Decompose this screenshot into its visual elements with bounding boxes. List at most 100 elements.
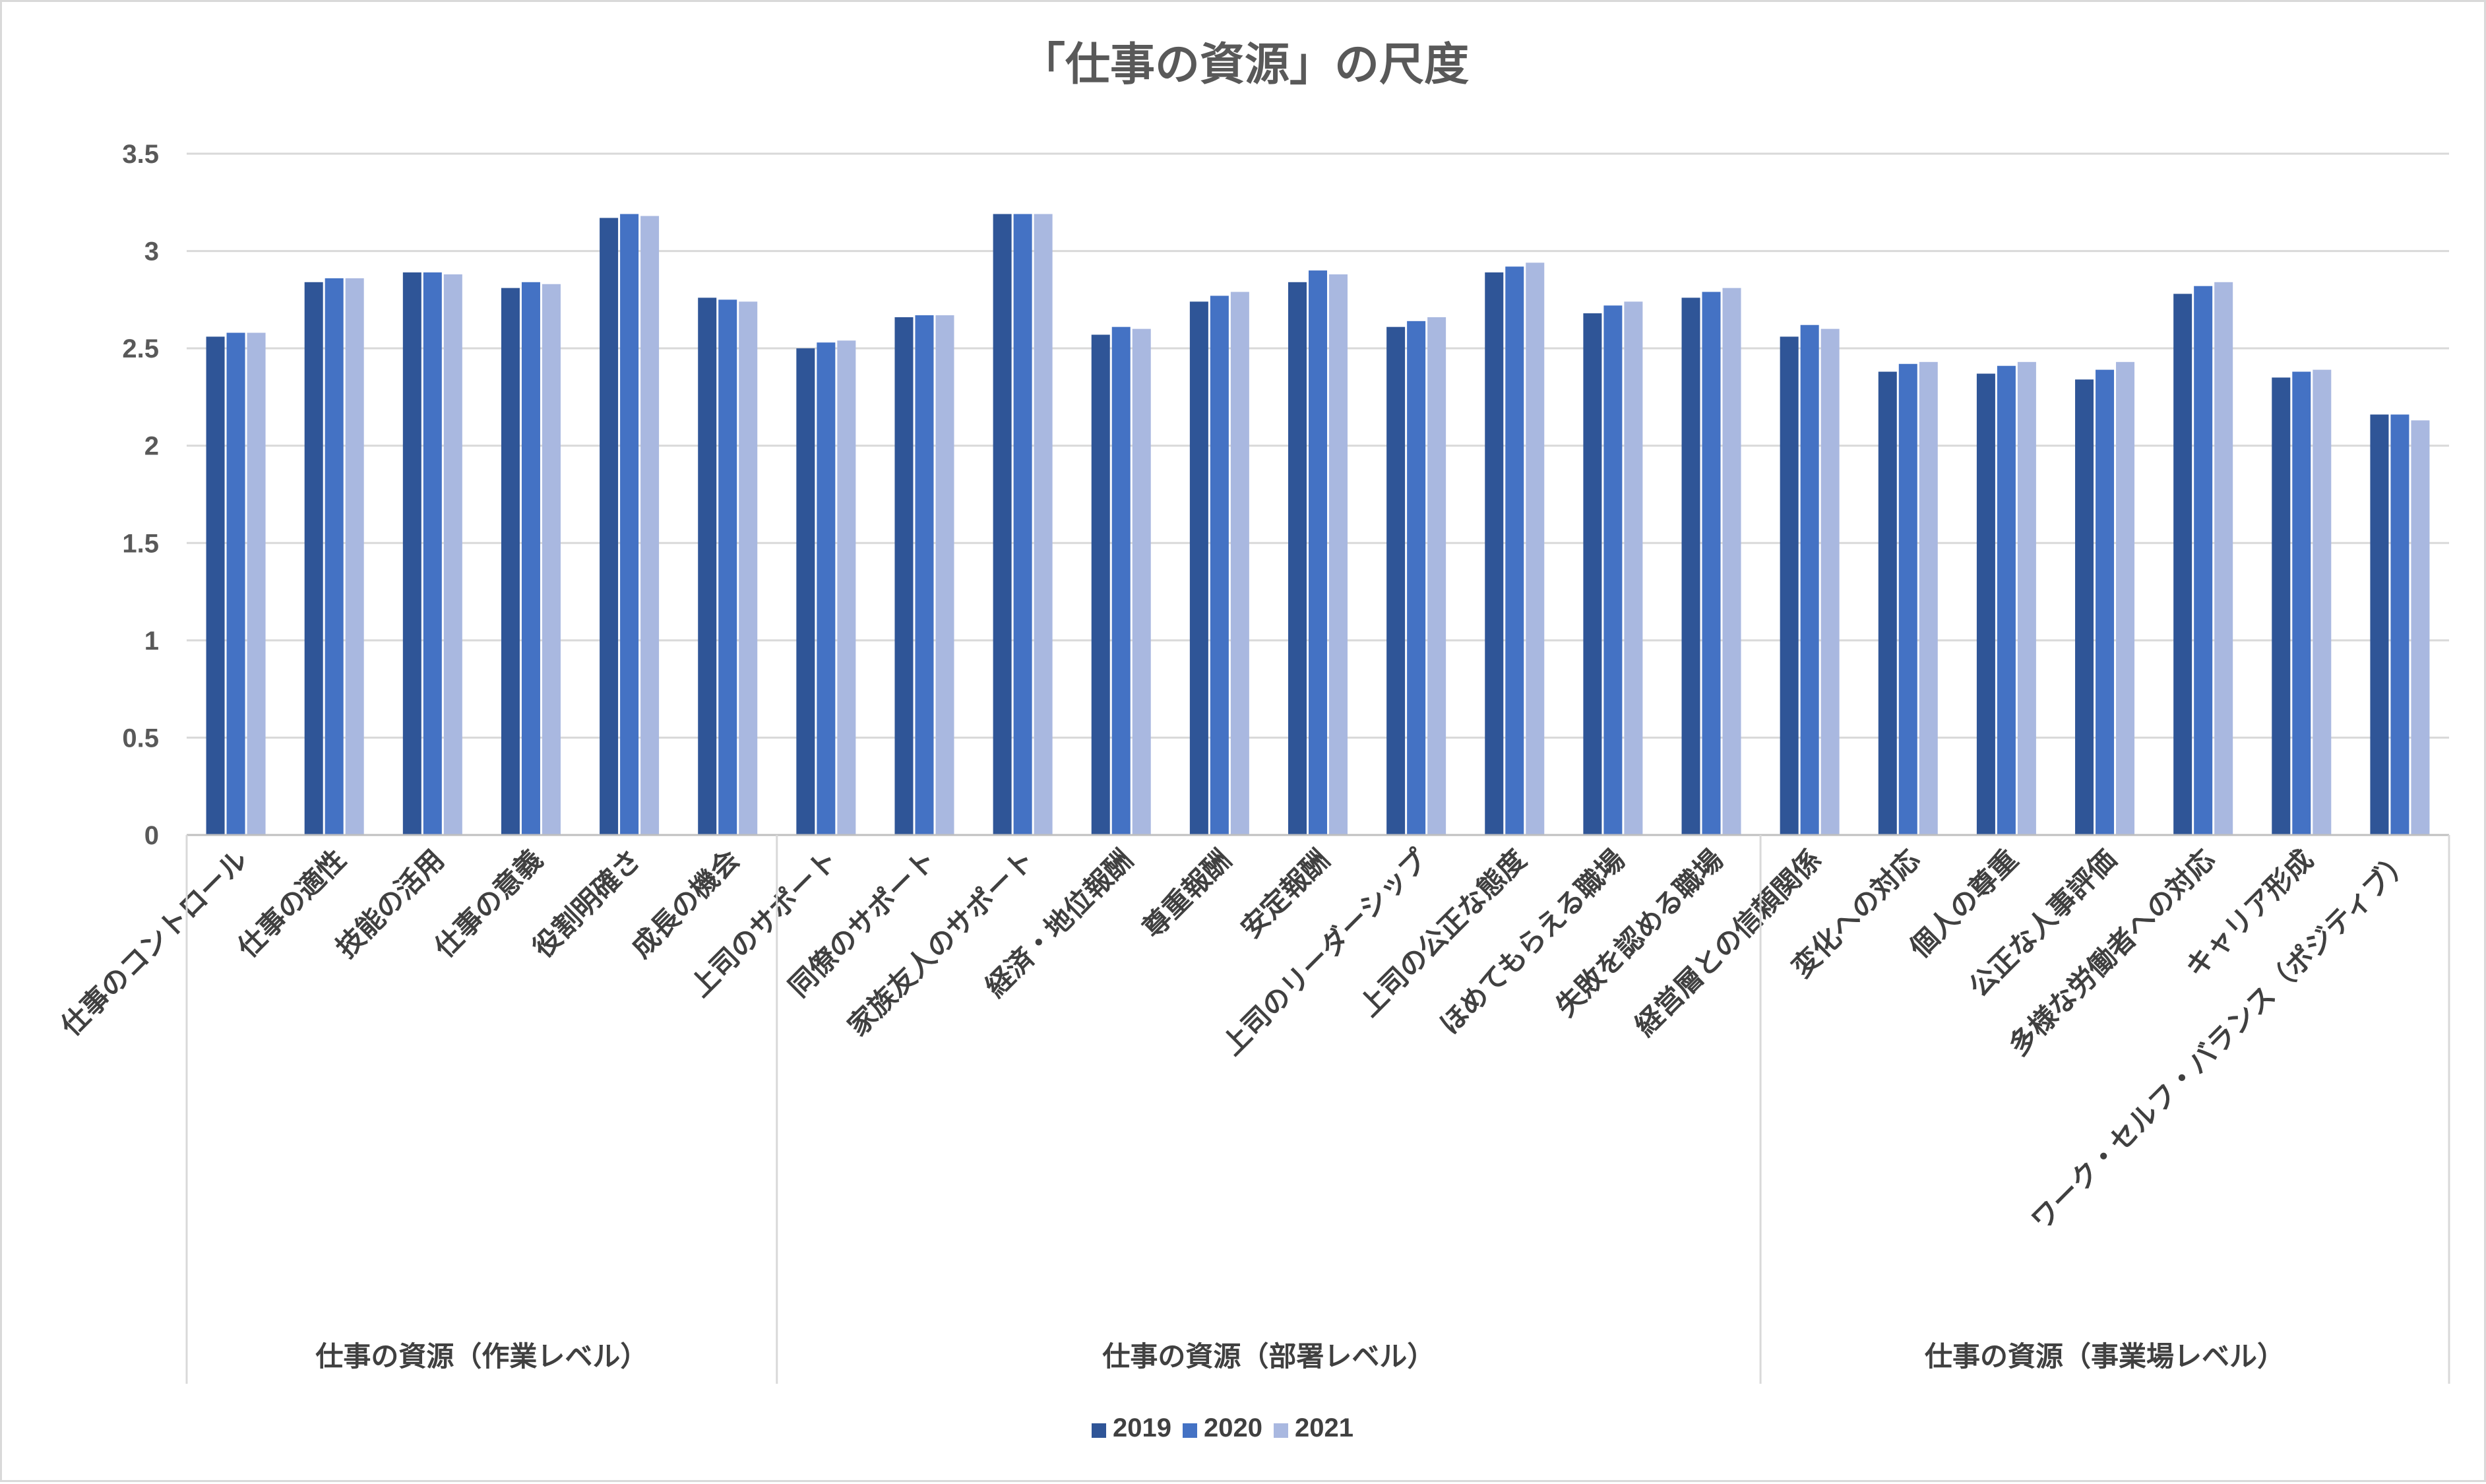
bar-2021 xyxy=(935,315,954,835)
bar-2021 xyxy=(1919,361,1938,835)
x-tick-label: 安定報酬 xyxy=(1235,843,1336,944)
legend-label: 2019 xyxy=(1113,1413,1171,1442)
bar-2019 xyxy=(1386,326,1406,836)
legend-label: 2021 xyxy=(1295,1413,1353,1442)
y-tick-label: 2.5 xyxy=(122,334,159,363)
bar-2020 xyxy=(325,278,344,835)
bar-2021 xyxy=(640,216,660,836)
y-tick-label: 1 xyxy=(144,627,159,656)
bar-2021 xyxy=(443,274,462,835)
y-tick-label: 3 xyxy=(144,237,159,266)
bar-2021 xyxy=(1329,274,1348,835)
bar-2019 xyxy=(1288,282,1307,835)
bar-2019 xyxy=(2272,377,2291,835)
bar-2019 xyxy=(206,336,225,835)
bar-2020 xyxy=(1210,295,1229,835)
group-label: 仕事の資源（部署レベル） xyxy=(1102,1340,1435,1373)
bar-2021 xyxy=(739,301,758,835)
bar-2020 xyxy=(1898,363,1917,835)
bar-2019 xyxy=(304,282,323,835)
bar-2020 xyxy=(2194,286,2213,835)
chart-title: 「仕事の資源」の尺度 xyxy=(1020,39,1469,91)
bar-2019 xyxy=(1878,371,1897,835)
x-tick-label: 仕事のコントロール xyxy=(55,843,254,1042)
legend-label: 2020 xyxy=(1204,1413,1262,1442)
legend: 2019 2020 2021 xyxy=(1092,1413,1353,1442)
bar-2019 xyxy=(1091,334,1110,835)
y-tick-label: 0 xyxy=(144,821,159,850)
bar-2019 xyxy=(600,218,619,835)
bar-2020 xyxy=(1013,214,1032,836)
bar-2020 xyxy=(915,315,934,835)
bar-2020 xyxy=(1800,325,1819,835)
bar-2019 xyxy=(2370,414,2389,835)
bar-2020 xyxy=(1407,321,1426,835)
bar-2020 xyxy=(817,342,836,835)
y-tick-label: 0.5 xyxy=(122,724,159,753)
y-tick-label: 3.5 xyxy=(122,140,159,169)
bar-2020 xyxy=(2292,371,2311,835)
bar-2021 xyxy=(2017,361,2036,835)
bar-2020 xyxy=(1603,305,1623,835)
bar-2021 xyxy=(1230,292,1249,836)
bar-2020 xyxy=(1111,326,1131,836)
bar-2021 xyxy=(1132,328,1151,836)
bar-2021 xyxy=(1427,317,1446,835)
bar-2019 xyxy=(1780,336,1799,835)
bar-2019 xyxy=(1976,373,1995,835)
bar-2021 xyxy=(345,278,364,835)
bar-2021 xyxy=(542,284,561,835)
x-tick-label: 尊重報酬 xyxy=(1136,843,1237,944)
bar-2021 xyxy=(247,332,266,835)
group-label: 仕事の資源（作業レベル） xyxy=(315,1340,648,1373)
bar-2020 xyxy=(521,282,540,835)
bar-2020 xyxy=(423,272,442,836)
category-groups: 仕事の資源（作業レベル） 仕事の資源（部署レベル） 仕事の資源（事業場レベル） xyxy=(185,835,2450,1384)
bar-2019 xyxy=(1681,297,1700,835)
bar-2021 xyxy=(1526,263,1545,835)
bar-2021 xyxy=(1722,288,1741,835)
bar-2019 xyxy=(796,348,815,835)
bar-2020 xyxy=(718,299,737,835)
bar-2021 xyxy=(837,340,856,835)
bar-2019 xyxy=(501,288,520,835)
x-axis-ticks: 仕事のコントロール仕事の適性技能の活用仕事の意義役割明確さ成長の機会上司のサポー… xyxy=(55,843,2418,1236)
x-tick-label: 経営層との信頼関係 xyxy=(1629,843,1828,1042)
bar-2019 xyxy=(2075,379,2094,835)
bar-2020 xyxy=(1997,365,2016,835)
bar-2020 xyxy=(620,214,639,836)
bar-2019 xyxy=(1485,272,1504,836)
bar-2019 xyxy=(2173,294,2192,835)
legend-swatch xyxy=(1092,1423,1106,1438)
bar-2021 xyxy=(2214,282,2233,835)
bar-2021 xyxy=(1624,301,1643,835)
x-tick-label: ほめてもらえる職場 xyxy=(1433,843,1631,1041)
legend-swatch xyxy=(1274,1423,1288,1438)
y-tick-label: 1.5 xyxy=(122,529,159,558)
bar-2020 xyxy=(2096,369,2115,835)
bar-2021 xyxy=(2313,369,2332,835)
bar-2020 xyxy=(2390,414,2409,835)
x-tick-label: 家族友人のサポート xyxy=(842,843,1041,1042)
legend-swatch xyxy=(1183,1423,1197,1438)
bars xyxy=(187,214,2449,836)
bar-2019 xyxy=(993,214,1012,836)
x-tick-label: 失敗を認める職場 xyxy=(1549,843,1729,1022)
bar-2020 xyxy=(226,332,245,835)
bar-2020 xyxy=(1505,266,1524,835)
bar-2019 xyxy=(402,272,421,836)
bar-2021 xyxy=(1820,328,1840,836)
y-axis-ticks: 0 0.5 1 1.5 2 2.5 3 3.5 xyxy=(122,140,159,850)
bar-2020 xyxy=(1309,270,1327,836)
bar-2019 xyxy=(1583,313,1602,835)
bar-2019 xyxy=(698,297,717,835)
y-tick-label: 2 xyxy=(144,432,159,461)
bar-2020 xyxy=(1702,292,1721,836)
bar-2021 xyxy=(2411,420,2430,835)
bar-2021 xyxy=(1034,214,1053,836)
bar-2021 xyxy=(2116,361,2135,835)
group-label: 仕事の資源（事業場レベル） xyxy=(1925,1340,2285,1373)
bar-2019 xyxy=(894,317,914,835)
